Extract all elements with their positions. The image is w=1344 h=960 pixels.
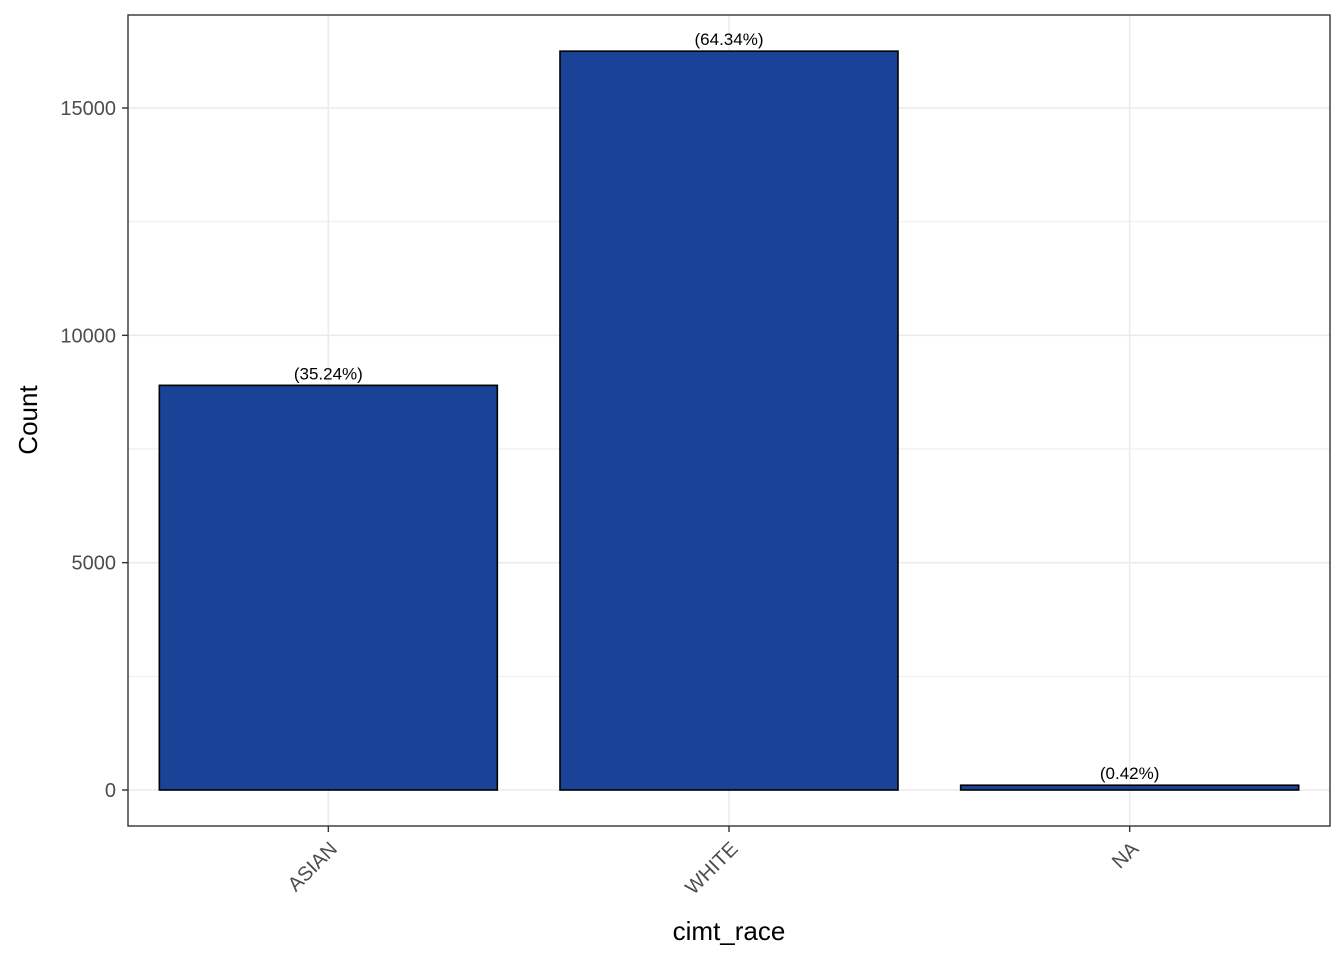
bar-na <box>959 784 1300 791</box>
bar-asian <box>158 384 499 791</box>
x-tick-label-na: NA <box>1108 838 1144 874</box>
y-tick-label: 5000 <box>72 553 117 575</box>
data-label-na: (0.42%) <box>1100 764 1160 783</box>
y-tick-label: 0 <box>105 780 116 802</box>
y-tick-label: 10000 <box>60 325 116 347</box>
data-label-asian: (35.24%) <box>294 364 363 383</box>
y-axis: 0 5000 10000 15000 <box>60 98 128 802</box>
y-axis-title: Count <box>13 385 43 455</box>
data-label-white: (64.34%) <box>695 30 764 49</box>
x-axis-title: cimt_race <box>673 916 786 946</box>
bar-white <box>559 50 899 791</box>
bars <box>158 50 1300 791</box>
x-tick-label-asian: ASIAN <box>284 838 342 896</box>
x-axis: ASIAN WHITE NA <box>284 826 1144 899</box>
x-tick-label-white: WHITE <box>681 838 742 899</box>
data-labels: (35.24%) (64.34%) (0.42%) <box>294 30 1160 783</box>
y-tick-label: 15000 <box>60 98 116 120</box>
